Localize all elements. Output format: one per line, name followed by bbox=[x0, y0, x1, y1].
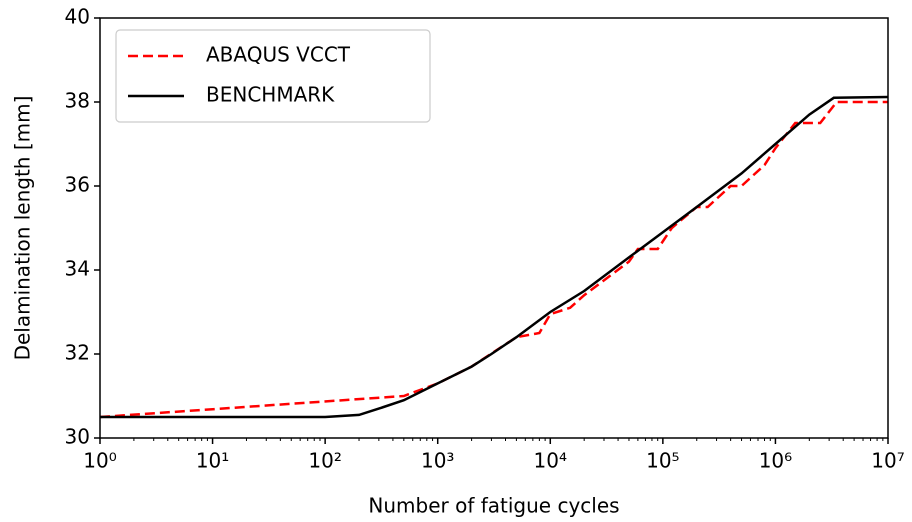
legend-label: BENCHMARK bbox=[206, 83, 335, 107]
x-tick-label: 10⁶ bbox=[759, 449, 792, 473]
plot-frame bbox=[99, 17, 889, 439]
legend-box bbox=[115, 29, 431, 123]
legend-label: ABAQUS VCCT bbox=[206, 43, 351, 67]
series-line bbox=[100, 95, 889, 419]
x-tick-label: 10⁰ bbox=[83, 449, 116, 473]
x-axis-label: Number of fatigue cycles bbox=[368, 494, 619, 518]
y-axis-label: Delamination length [mm] bbox=[11, 96, 35, 361]
x-tick-label: 10⁵ bbox=[646, 449, 679, 473]
x-tick-label: 10⁷ bbox=[871, 449, 904, 473]
x-tick-label: 10¹ bbox=[196, 449, 229, 473]
y-tick-label: 40 bbox=[65, 5, 90, 29]
y-tick-label: 38 bbox=[65, 89, 90, 113]
x-tick-label: 10² bbox=[308, 449, 341, 473]
x-tick-label: 10⁴ bbox=[534, 449, 567, 473]
y-tick-label: 34 bbox=[65, 257, 90, 281]
x-tick-label: 10³ bbox=[421, 449, 454, 473]
y-tick-label: 36 bbox=[65, 173, 90, 197]
y-tick-label: 30 bbox=[65, 425, 90, 449]
y-tick-label: 32 bbox=[65, 341, 90, 365]
